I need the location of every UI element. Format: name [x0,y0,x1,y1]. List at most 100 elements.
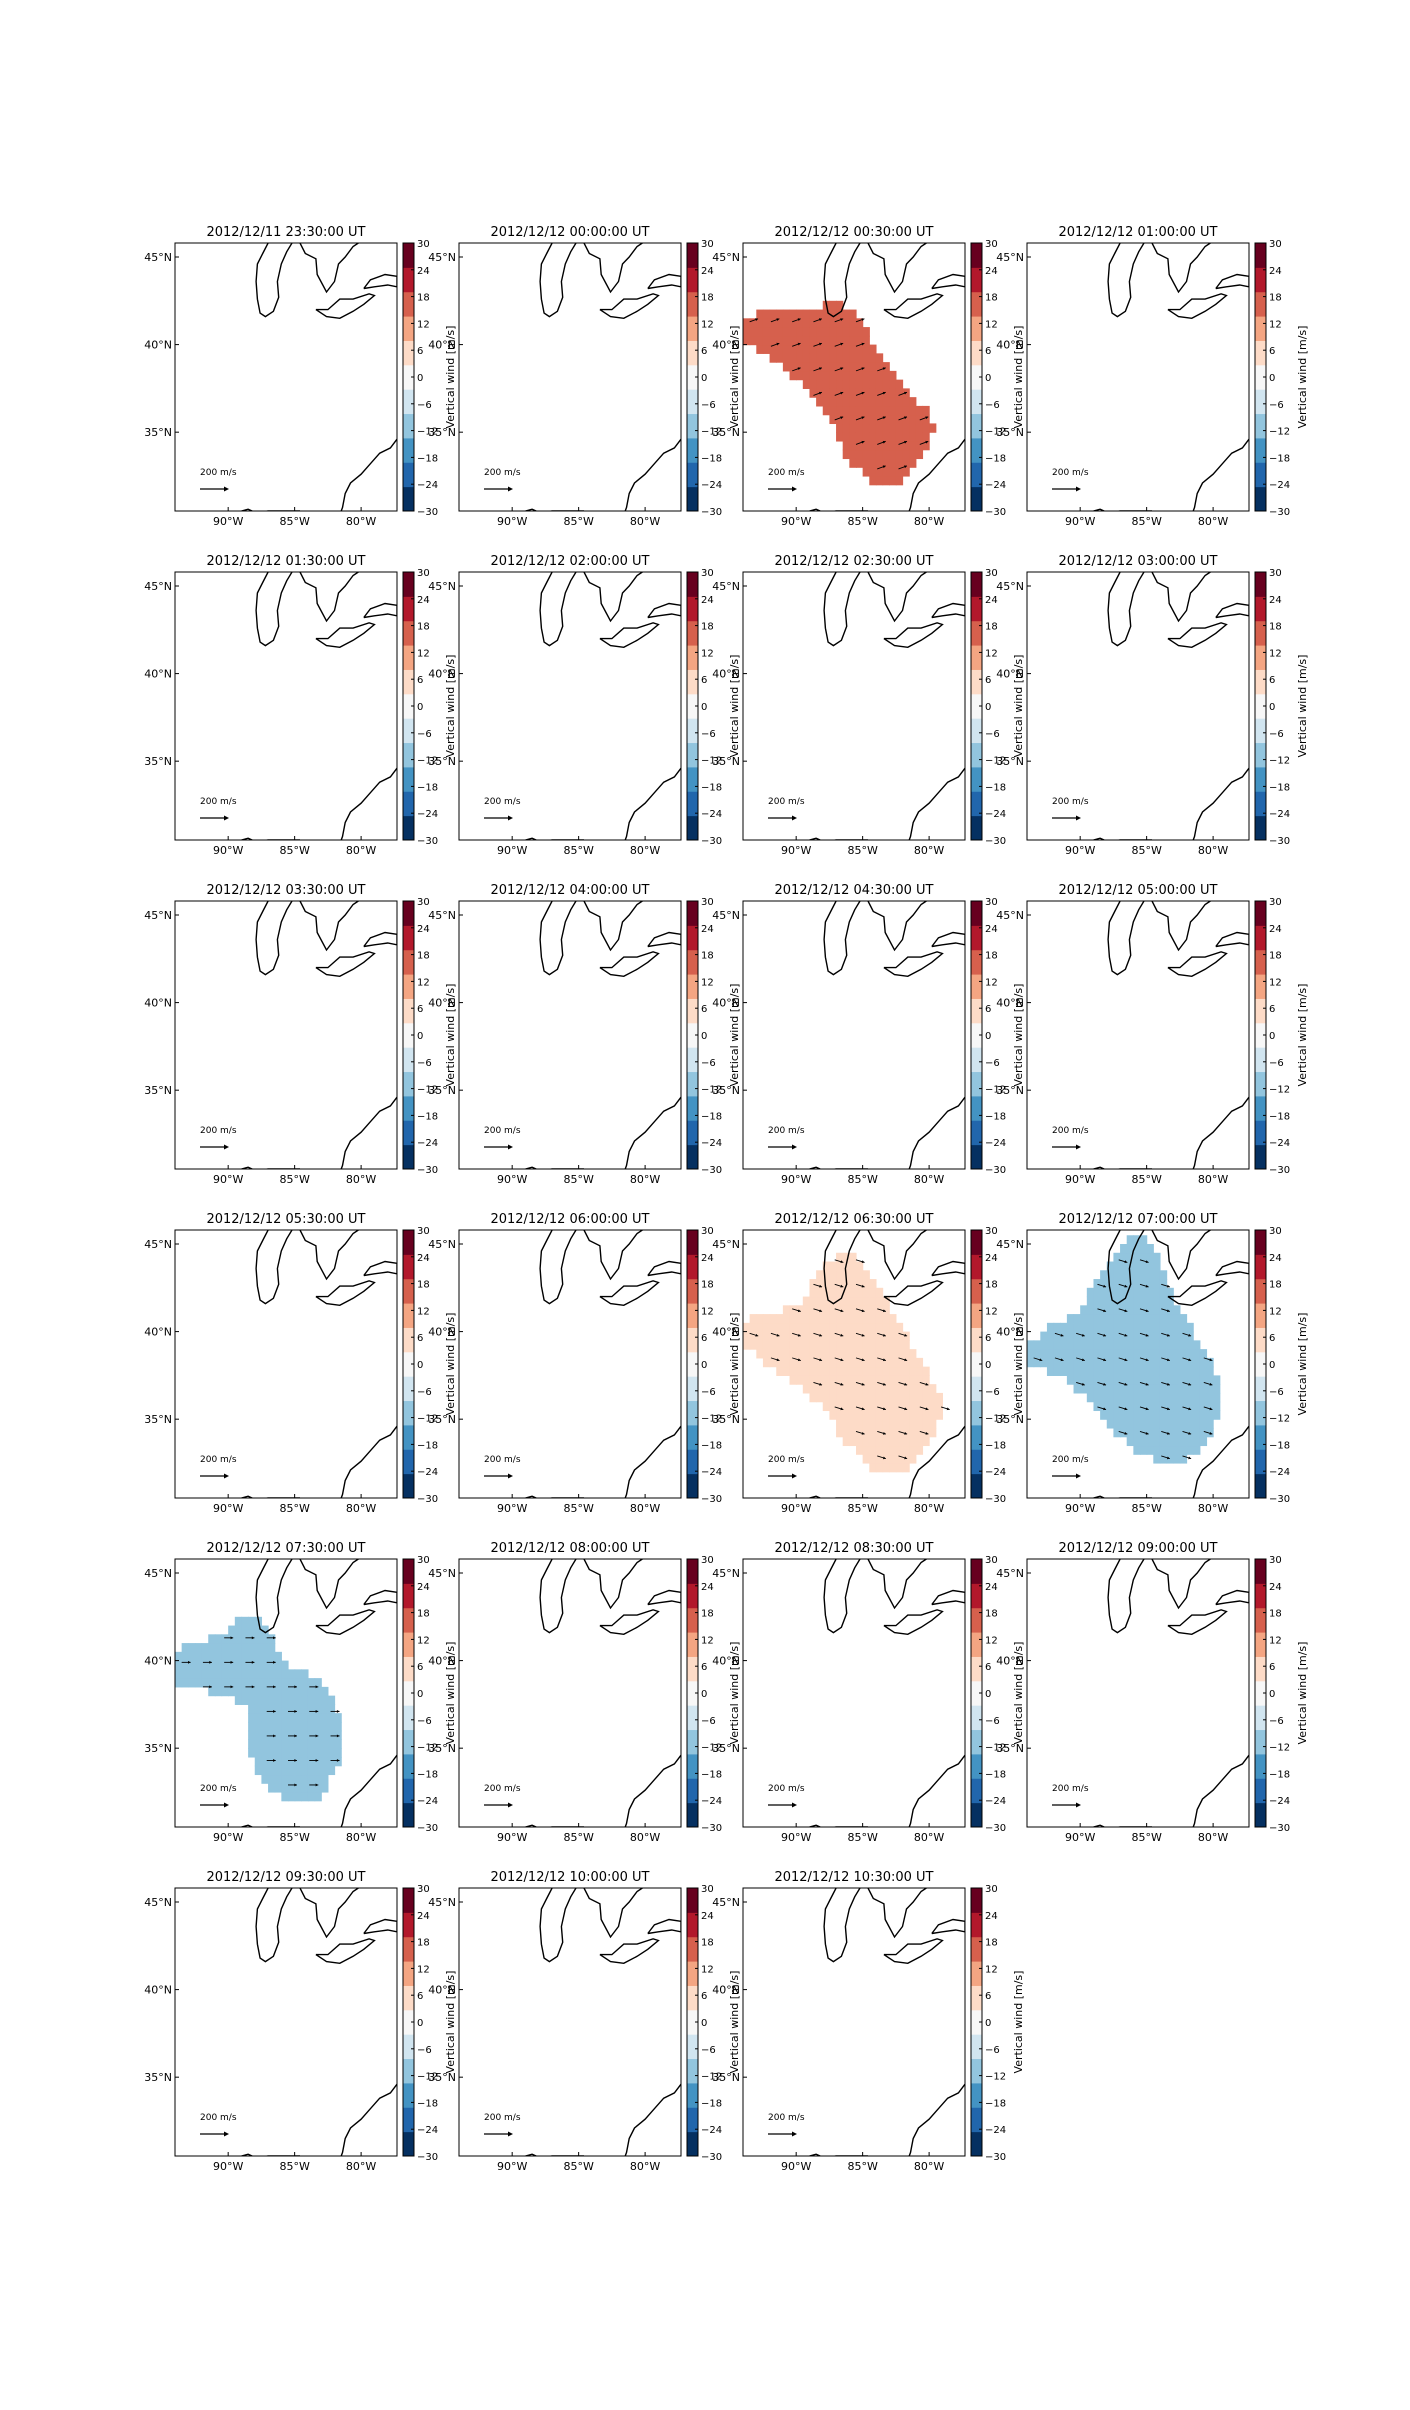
y-tick-label: 45°N [428,251,456,264]
colorbar-segment [403,998,414,1024]
colorbar-segment [971,693,982,719]
wind-cell [822,1340,831,1350]
wind-cell [895,388,904,398]
x-tick-label: 90°W [213,2160,243,2173]
colorbar-tick-label: −6 [985,400,1000,411]
colorbar-segment [403,1936,414,1962]
coastline [867,572,927,623]
wind-cell [1213,1410,1221,1420]
y-tick-label: 35°N [712,1742,740,1755]
wind-arrowhead [1166,1284,1170,1288]
wind-cell [254,1713,263,1723]
colorbar-segment [403,1656,414,1682]
wind-cell [248,1686,256,1697]
wind-cell [895,1462,904,1473]
wind-cell [889,1322,897,1333]
wind-cell [1146,1279,1154,1289]
wind-cell [902,1357,910,1368]
wind-cell [221,1669,229,1679]
wind-cell [789,353,797,363]
wind-cell [1053,1357,1061,1368]
wind-cell [782,1331,791,1341]
wind-arrowhead [861,1358,865,1362]
wind-cell [181,1660,189,1670]
wind-cell [842,397,850,407]
wind-arrowhead [1145,1333,1149,1337]
coastline [599,622,660,649]
wind-cell [849,370,857,381]
wind-cell [889,1366,897,1376]
wind-cell [762,344,771,354]
wind-cell [789,1375,797,1385]
wind-cell [268,1686,276,1697]
colorbar-tick-label: −30 [417,507,438,518]
wind-cell [1120,1322,1128,1333]
wind-cell [862,1454,870,1464]
wind-cell [1133,1279,1141,1289]
wind-cell [228,1634,236,1644]
coastline [299,1559,359,1610]
wind-arrowhead [273,1636,276,1640]
wind-cell [929,1401,937,1412]
colorbar-tick-label: −6 [701,1387,716,1398]
wind-cell [1153,1279,1161,1289]
coastline [624,2083,681,2156]
wind-cell [214,1669,223,1679]
colorbar-tick-label: −12 [701,2072,722,2083]
colorbar-segment [403,1632,414,1657]
colorbar-tick-label: 18 [985,1280,998,1291]
colorbar-tick-label: −6 [985,729,1000,740]
wind-cell [822,1366,831,1376]
x-tick-label: 80°W [914,1502,944,1515]
colorbar-segment [1255,1656,1266,1682]
wind-cell [882,379,890,389]
wind-cell [1066,1340,1075,1350]
wind-cell [849,1340,857,1350]
colorbar-tick-label: 6 [417,346,423,357]
wind-cell [1133,1287,1141,1298]
wind-cell [1146,1419,1154,1429]
wind-cell [1080,1340,1088,1350]
wind-cell [281,1739,289,1749]
wind-cell [1126,1340,1134,1350]
wind-cell [1166,1349,1174,1359]
x-tick-label: 90°W [781,844,811,857]
colorbar-tick-label: 24 [701,1253,714,1264]
wind-cell [268,1634,276,1644]
wind-cell [287,1695,296,1705]
colorbar-segment [403,340,414,366]
colorbar-segment [687,1022,698,1048]
y-tick-label: 35°N [712,1413,740,1426]
wind-cell [1166,1454,1174,1464]
colorbar-segment [1255,389,1266,415]
map-area [175,1559,397,1827]
colorbar-tick-label: −6 [417,2045,432,2056]
colorbar-segment [403,1144,414,1170]
x-tick-label: 80°W [346,2160,376,2173]
wind-arrowhead [797,1358,801,1362]
wind-cell [756,309,764,319]
quiver-key: 200 m/s [484,1126,521,1150]
colorbar-tick-label: 24 [985,595,998,606]
wind-arrowhead [840,1309,844,1313]
wind-arrowhead [1145,1407,1149,1411]
wind-cell [855,458,864,468]
wind-cell [875,1410,884,1420]
wind-cell [294,1791,302,1802]
colorbar-segment [1255,998,1266,1024]
colorbar-tick-label: 6 [985,1662,991,1673]
wind-cell [869,397,877,407]
colorbar-tick-label: 6 [701,675,707,686]
wind-cell [829,1322,837,1333]
colorbar-tick-label: 30 [1269,1555,1282,1566]
wind-cell [869,379,877,389]
colorbar-segment [971,669,982,695]
wind-cell [1206,1366,1214,1376]
x-tick-label: 85°W [847,844,877,857]
wind-cell [1159,1349,1168,1359]
wind-cell [261,1739,269,1749]
